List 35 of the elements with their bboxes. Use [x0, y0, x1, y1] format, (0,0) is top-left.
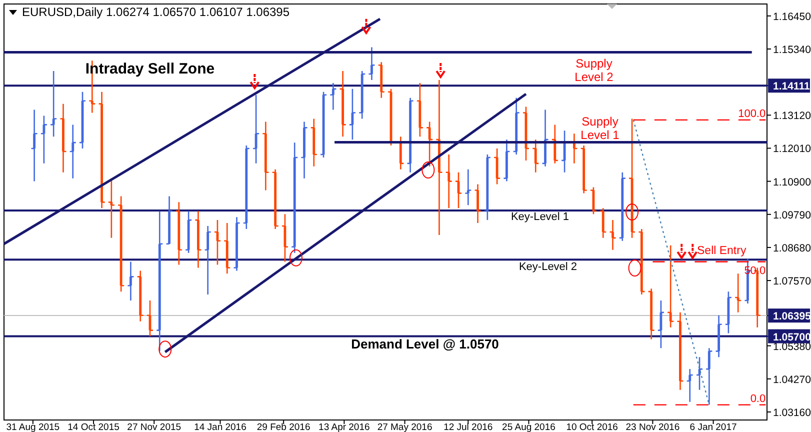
x-tick-label: 13 Apr 2016	[318, 422, 370, 432]
annotation: Key-Level 2	[518, 260, 578, 273]
y-tick-label: 1.03160	[773, 406, 811, 419]
x-tick-label: 25 Aug 2016	[502, 422, 556, 432]
y-tick-label: 1.14111	[773, 80, 810, 93]
annotation: Supply Level 2	[574, 56, 614, 84]
x-tick-label: 23 Nov 2016	[626, 422, 680, 432]
annotation: Supply Level 1	[580, 114, 620, 142]
x-tick-label: 27 May 2016	[377, 422, 432, 432]
y-tick-label: 1.12010	[773, 143, 811, 156]
y-tick-label: 1.05380	[773, 340, 811, 353]
series-label: 100.0	[738, 108, 766, 120]
x-tick-label: 31 Aug 2015	[6, 422, 60, 432]
y-tick-label: 1.08680	[773, 242, 811, 254]
x-tick-label: 12 Jul 2016	[444, 422, 493, 432]
y-tick-label: 1.09790	[773, 209, 811, 222]
x-tick-label: 10 Oct 2016	[566, 422, 618, 432]
y-tick-label: 1.05700	[773, 331, 811, 344]
x-tick-label: 6 Jan 2017	[690, 422, 737, 432]
y-tick-label: 1.06395	[773, 310, 811, 323]
y-tick-label: 1.04270	[773, 374, 811, 386]
y-tick-label: 1.15340	[773, 44, 811, 56]
x-tick-label: 14 Jan 2016	[194, 422, 246, 432]
x-tick-label: 29 Feb 2016	[256, 422, 310, 432]
y-tick-label: 1.07570	[773, 276, 811, 288]
x-tick-label: 27 Nov 2015	[127, 422, 182, 432]
y-tick-label: 1.10900	[773, 176, 811, 188]
annotation: Sell Entry	[697, 245, 746, 258]
y-tick-label: 1.16450	[773, 10, 811, 23]
y-tick-label: 1.13120	[773, 110, 811, 122]
chart-title: EURUSD,Daily 1.06274 1.06570 1.06107 1.06395	[22, 5, 290, 19]
annotation: Demand Level @ 1.0570	[351, 336, 499, 352]
x-tick-label: 14 Oct 2015	[68, 422, 120, 432]
annotation: Key-Level 1	[510, 210, 570, 223]
series-label: 0.0	[750, 392, 766, 405]
